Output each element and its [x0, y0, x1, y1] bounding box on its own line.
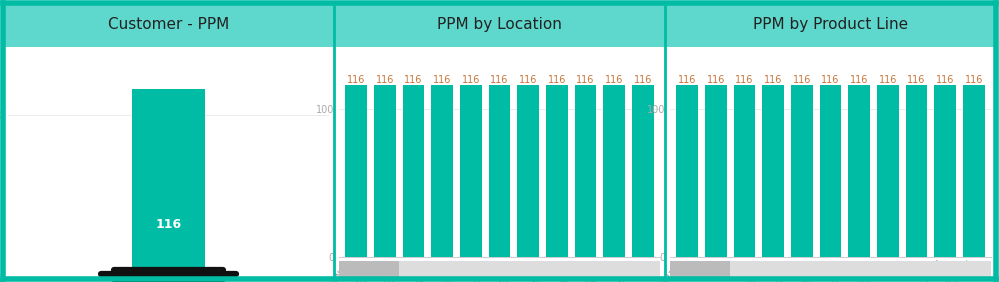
Text: 116: 116	[678, 74, 696, 85]
Text: 116: 116	[376, 74, 394, 85]
Text: 116: 116	[965, 74, 983, 85]
Bar	[489, 85, 510, 257]
Text: 116: 116	[518, 74, 537, 85]
Bar	[603, 85, 625, 257]
Text: Customer - PPM: Customer - PPM	[108, 17, 229, 32]
Bar	[820, 85, 841, 257]
Bar	[403, 85, 425, 257]
Bar	[374, 85, 396, 257]
Text: 116: 116	[633, 74, 652, 85]
Text: 116: 116	[936, 74, 954, 85]
Text: 116: 116	[405, 74, 423, 85]
Bar	[705, 85, 726, 257]
Bar	[934, 85, 956, 257]
Bar	[963, 85, 985, 257]
Text: 116: 116	[347, 74, 366, 85]
Text: 116: 116	[850, 74, 868, 85]
Bar	[676, 85, 698, 257]
Text: 116: 116	[491, 74, 508, 85]
Bar	[432, 85, 453, 257]
Bar	[133, 89, 205, 278]
Bar	[734, 85, 755, 257]
Text: PPM by Product Line: PPM by Product Line	[753, 17, 908, 32]
Text: 116: 116	[821, 74, 840, 85]
Bar	[546, 85, 567, 257]
Bar	[632, 85, 653, 257]
Text: PPM by Location: PPM by Location	[438, 17, 561, 32]
Text: 116: 116	[462, 74, 481, 85]
Text: 116: 116	[764, 74, 782, 85]
Bar	[574, 85, 596, 257]
Text: 116: 116	[879, 74, 897, 85]
Text: 116: 116	[547, 74, 566, 85]
Text: 116: 116	[433, 74, 452, 85]
Bar	[461, 85, 482, 257]
Text: 116: 116	[156, 218, 182, 231]
Text: 116: 116	[576, 74, 594, 85]
Bar	[848, 85, 870, 257]
Text: 116: 116	[706, 74, 725, 85]
Bar	[517, 85, 538, 257]
Bar	[762, 85, 784, 257]
Bar	[791, 85, 812, 257]
Bar	[877, 85, 898, 257]
Bar	[346, 85, 367, 257]
Text: 116: 116	[735, 74, 753, 85]
Bar	[906, 85, 927, 257]
Text: 116: 116	[907, 74, 926, 85]
Text: 116: 116	[605, 74, 623, 85]
Text: 116: 116	[792, 74, 811, 85]
